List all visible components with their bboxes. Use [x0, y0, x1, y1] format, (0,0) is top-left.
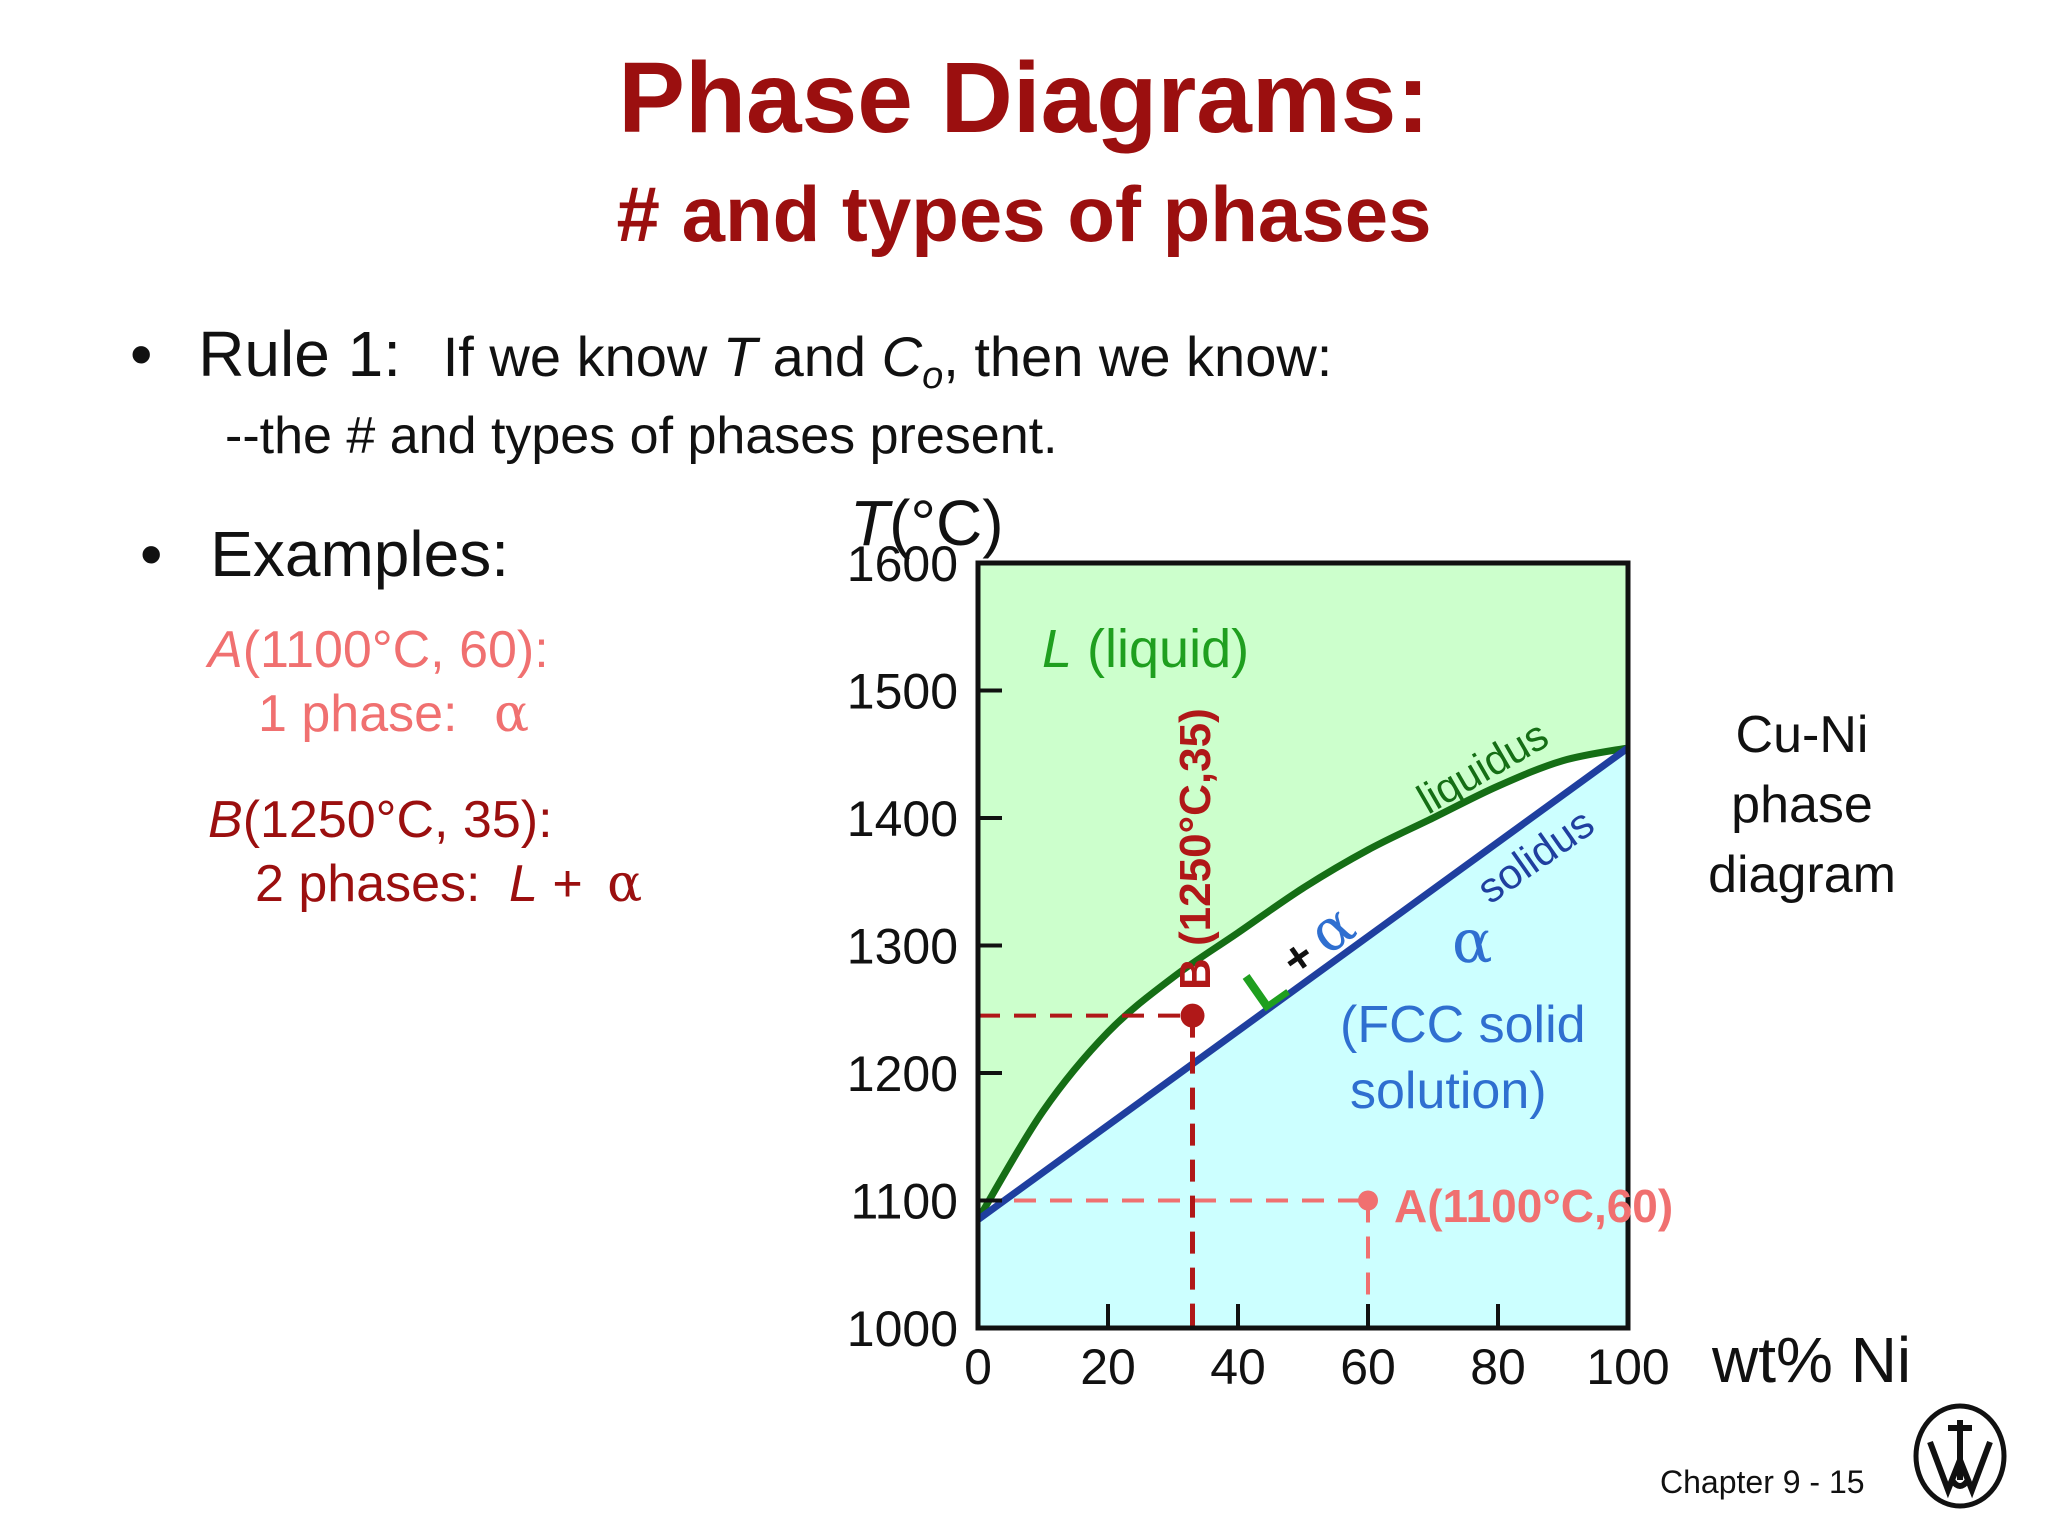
solidus-curve — [978, 745, 1628, 1223]
x-tick-label: 60 — [1340, 1339, 1396, 1395]
plot-area — [978, 563, 1628, 1328]
rule-var-T: T — [722, 325, 758, 388]
example-b-alpha: α — [607, 854, 643, 914]
rule-text-3: , then we know: — [943, 325, 1333, 388]
x-axis-label: wt% Ni — [1711, 1324, 1911, 1396]
point-b-marker — [1180, 1003, 1205, 1028]
y-axis-label-rest: (°C) — [889, 487, 1003, 559]
example-b-result-prefix: 2 phases: — [255, 855, 481, 913]
liquid-region-label: L (liquid) — [1042, 619, 1249, 679]
solid-region — [978, 747, 1628, 1328]
example-b-heading: B(1250°C, 35): — [208, 794, 553, 846]
y-tick-label: 1400 — [847, 791, 958, 847]
plot-overlay — [978, 1003, 1378, 1328]
side-label-line-2: phase — [1731, 776, 1873, 834]
rule-text-1: If we know — [442, 325, 723, 388]
rule-var-C: C — [881, 325, 923, 388]
example-a-coords: (1100°C, 60): — [242, 621, 549, 679]
rule-var-C-sub: o — [922, 355, 944, 398]
example-b-result: 2 phases: L + α — [255, 858, 642, 910]
y-axis-label: T(°C) — [850, 487, 1004, 559]
rule-1-prefix: Rule 1: — [198, 318, 401, 390]
examples-bullet: • Examples: — [140, 522, 509, 586]
point-a-label: A(1100°C,60) — [1394, 1180, 1673, 1232]
example-b-L: L — [508, 855, 538, 913]
rule-text-2: and — [757, 325, 882, 388]
liquid-region — [978, 563, 1628, 1220]
liquid-L: L — [1042, 619, 1072, 679]
rule-1-bullet: • Rule 1: If we know T and Co, then we k… — [130, 322, 1332, 395]
solid-desc-2: solution) — [1350, 1062, 1547, 1120]
example-a-result-prefix: 1 phase: — [258, 685, 458, 743]
y-tick-label: 1000 — [847, 1301, 958, 1357]
example-b-coords: (1250°C, 35): — [242, 791, 553, 849]
example-b-plus: + — [552, 855, 583, 913]
example-b-letter: B — [208, 791, 243, 849]
y-tick-label: 1600 — [847, 536, 958, 592]
x-tick-label: 20 — [1080, 1339, 1136, 1395]
examples-label: Examples: — [210, 518, 509, 590]
x-tick-label: 0 — [964, 1339, 992, 1395]
point-b-label: B (1250°C,35) — [1171, 708, 1220, 990]
slide-subtitle: # and types of phases — [616, 170, 1432, 258]
example-a-alpha: α — [493, 684, 530, 744]
x-tick-label: 40 — [1210, 1339, 1266, 1395]
x-tick-label: 100 — [1586, 1339, 1669, 1395]
publisher-logo — [1913, 1403, 2007, 1509]
solid-desc-1: (FCC solid — [1340, 996, 1586, 1054]
solid-alpha-label: α — [1452, 907, 1493, 977]
rule-1-subtext: --the # and types of phases present. — [225, 407, 1058, 465]
axes: 1000 1100 1200 1300 1400 1500 1600 0 20 40 60 80 100 — [847, 536, 1670, 1395]
side-label-line-3: diagram — [1708, 846, 1896, 904]
slide-title: Phase Diagrams: — [618, 42, 1430, 154]
point-a-marker — [1358, 1190, 1378, 1211]
rule-1-text: If we know T and Co, then we know: — [442, 325, 1333, 396]
y-tick-label: 1300 — [847, 919, 958, 975]
liquidus-curve — [978, 744, 1628, 1222]
y-tick-label: 1500 — [847, 664, 958, 720]
chapter-footer: Chapter 9 - 15 — [1660, 1464, 1865, 1500]
side-label-line-1: Cu-Ni — [1736, 706, 1869, 764]
example-a-heading: A(1100°C, 60): — [208, 624, 549, 676]
y-tick-label: 1100 — [850, 1174, 958, 1230]
y-tick-label: 1200 — [847, 1046, 958, 1102]
example-a-result: 1 phase: α — [258, 688, 529, 740]
liquid-rest: (liquid) — [1072, 619, 1249, 679]
bullet-glyph: • — [140, 518, 163, 590]
y-axis-label-italic: T — [850, 487, 893, 559]
x-tick-label: 80 — [1470, 1339, 1526, 1395]
bullet-glyph: • — [130, 318, 153, 390]
example-a-letter: A — [208, 621, 243, 679]
